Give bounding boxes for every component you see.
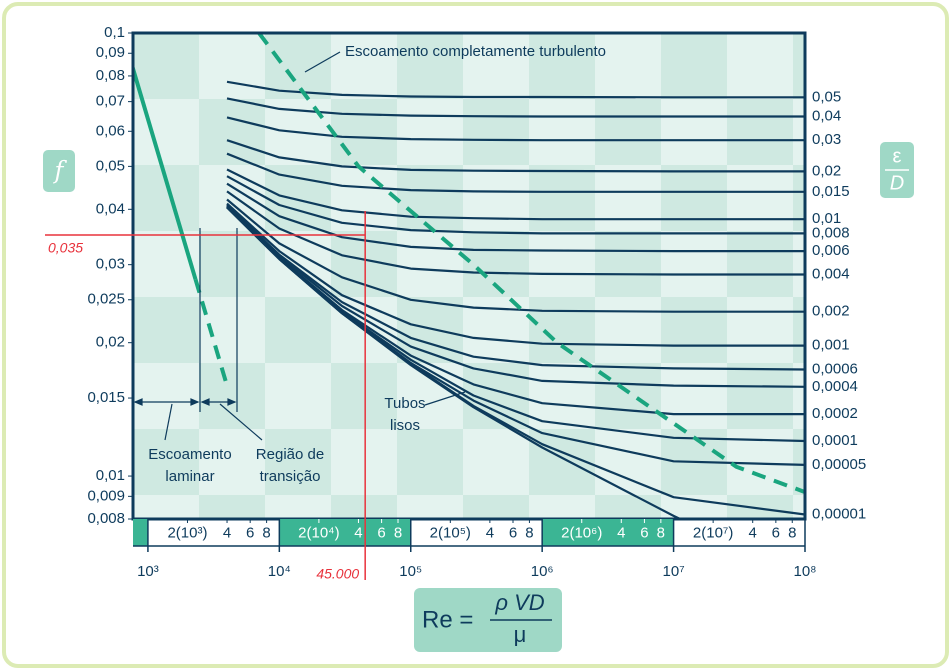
y-tick-label: 0,01 — [96, 467, 125, 484]
y-tick-label: 0,06 — [96, 122, 125, 139]
annotation: Região de — [256, 446, 324, 463]
x-minor-tick-label: 6 — [246, 524, 254, 541]
x-band-segment — [542, 519, 674, 546]
dashed-line — [193, 278, 229, 387]
x-minor-tick-label: 8 — [525, 524, 533, 541]
x-label-box — [414, 588, 562, 652]
annotation: lisos — [390, 417, 420, 434]
y-tick-label: 0,05 — [96, 157, 125, 174]
plot-border — [131, 31, 807, 521]
x-minor-tick-label: 8 — [394, 524, 402, 541]
x-minor-tick-label: 8 — [788, 524, 796, 541]
y-label-box — [43, 150, 75, 192]
x-minor-tick-label: 6 — [377, 524, 385, 541]
legend-label: 0,0001 — [812, 432, 858, 449]
legend-label: 0,015 — [812, 183, 850, 200]
curves — [133, 33, 805, 519]
marker-x-label: 45.000 — [316, 566, 359, 582]
y-tick-label: 0,08 — [96, 67, 125, 84]
line — [226, 190, 805, 276]
y-tick-label: 0,04 — [96, 200, 125, 217]
line — [226, 175, 805, 235]
line — [226, 116, 805, 142]
x-band-segment — [133, 519, 148, 546]
line — [226, 139, 805, 173]
annotation: Escoamento — [148, 446, 231, 463]
x-axis-label-lhs: Re = — [422, 606, 473, 633]
x-minor-tick-label: 2(10⁷) — [693, 524, 733, 541]
y-tick-label: 0,02 — [96, 334, 125, 351]
line — [133, 61, 198, 280]
line — [226, 80, 805, 99]
legend-label: 0,001 — [812, 337, 850, 354]
line — [226, 152, 805, 193]
y2-label-denominator: D — [890, 172, 904, 194]
line — [226, 205, 805, 388]
legend-label: 0,03 — [812, 131, 841, 148]
x-tick-label: 10³ — [137, 563, 159, 580]
annotation: transição — [260, 468, 321, 485]
x-minor-tick-label: 2(10⁶) — [561, 524, 602, 541]
line — [226, 168, 805, 221]
y-tick-label: 0,025 — [87, 291, 125, 308]
line — [226, 198, 805, 313]
x-minor-tick-label: 8 — [262, 524, 270, 541]
y-tick-label: 0,009 — [87, 487, 125, 504]
x-axis-label-denominator: μ — [514, 622, 527, 647]
annotation: laminar — [165, 468, 214, 485]
legend-label: 0,006 — [812, 242, 850, 259]
legend-label: 0,008 — [812, 224, 850, 241]
x-minor-tick-label: 6 — [640, 524, 648, 541]
line — [226, 204, 805, 371]
legend-label: 0,04 — [812, 107, 841, 124]
x-tick-label: 10⁸ — [793, 563, 816, 580]
y-tick-label: 0,015 — [87, 389, 125, 406]
legend-label: 0,00005 — [812, 456, 866, 473]
regime-markers — [133, 51, 466, 441]
y-tick-label: 0,008 — [87, 510, 125, 527]
x-minor-tick-label: 4 — [486, 524, 494, 541]
x-minor-tick-label: 8 — [657, 524, 665, 541]
y-tick-label: 0,09 — [96, 44, 125, 61]
y-tick-label: 0,1 — [104, 24, 125, 41]
x-band-segment — [279, 519, 411, 546]
x-minor-tick-label: 4 — [223, 524, 231, 541]
line — [226, 206, 683, 519]
line — [226, 182, 805, 253]
x-minor-tick-label: 2(10³) — [167, 524, 207, 541]
line — [226, 97, 805, 118]
x-minor-tick-label: 6 — [509, 524, 517, 541]
legend-label: 0,004 — [812, 266, 850, 283]
x-minor-tick-label: 4 — [354, 524, 362, 541]
legend-label: 0,002 — [812, 303, 850, 320]
x-minor-tick-label: 4 — [749, 524, 757, 541]
dashed-line — [257, 33, 805, 494]
x-tick-label: 10⁶ — [531, 563, 554, 580]
annotation: Escoamento completamente turbulento — [345, 43, 606, 60]
x-axis-label-numerator: ρ VD — [494, 590, 544, 615]
legend-label: 0,05 — [812, 88, 841, 105]
y2-label-numerator: ε — [893, 145, 902, 167]
legend-label: 0,00001 — [812, 505, 866, 522]
x-minor-tick-label: 6 — [772, 524, 780, 541]
legend-label: 0,0006 — [812, 360, 858, 377]
x-tick-label: 10⁷ — [663, 563, 685, 580]
legend-label: 0,01 — [812, 210, 841, 227]
x-minor-tick-label: 2(10⁵) — [430, 524, 471, 541]
x-tick-label: 10⁴ — [268, 563, 291, 580]
legend-label: 0,0002 — [812, 405, 858, 422]
marker-y-label: 0,035 — [48, 240, 83, 256]
legend-label: 0,02 — [812, 162, 841, 179]
y-tick-label: 0,07 — [96, 93, 125, 110]
annotation: Tubos — [384, 395, 425, 412]
x-minor-tick-label: 2(10⁴) — [298, 524, 339, 541]
x-minor-tick-label: 4 — [617, 524, 625, 541]
y-tick-label: 0,03 — [96, 256, 125, 273]
x-tick-label: 10⁵ — [399, 563, 422, 580]
legend-label: 0,0004 — [812, 378, 858, 395]
line — [226, 202, 805, 347]
